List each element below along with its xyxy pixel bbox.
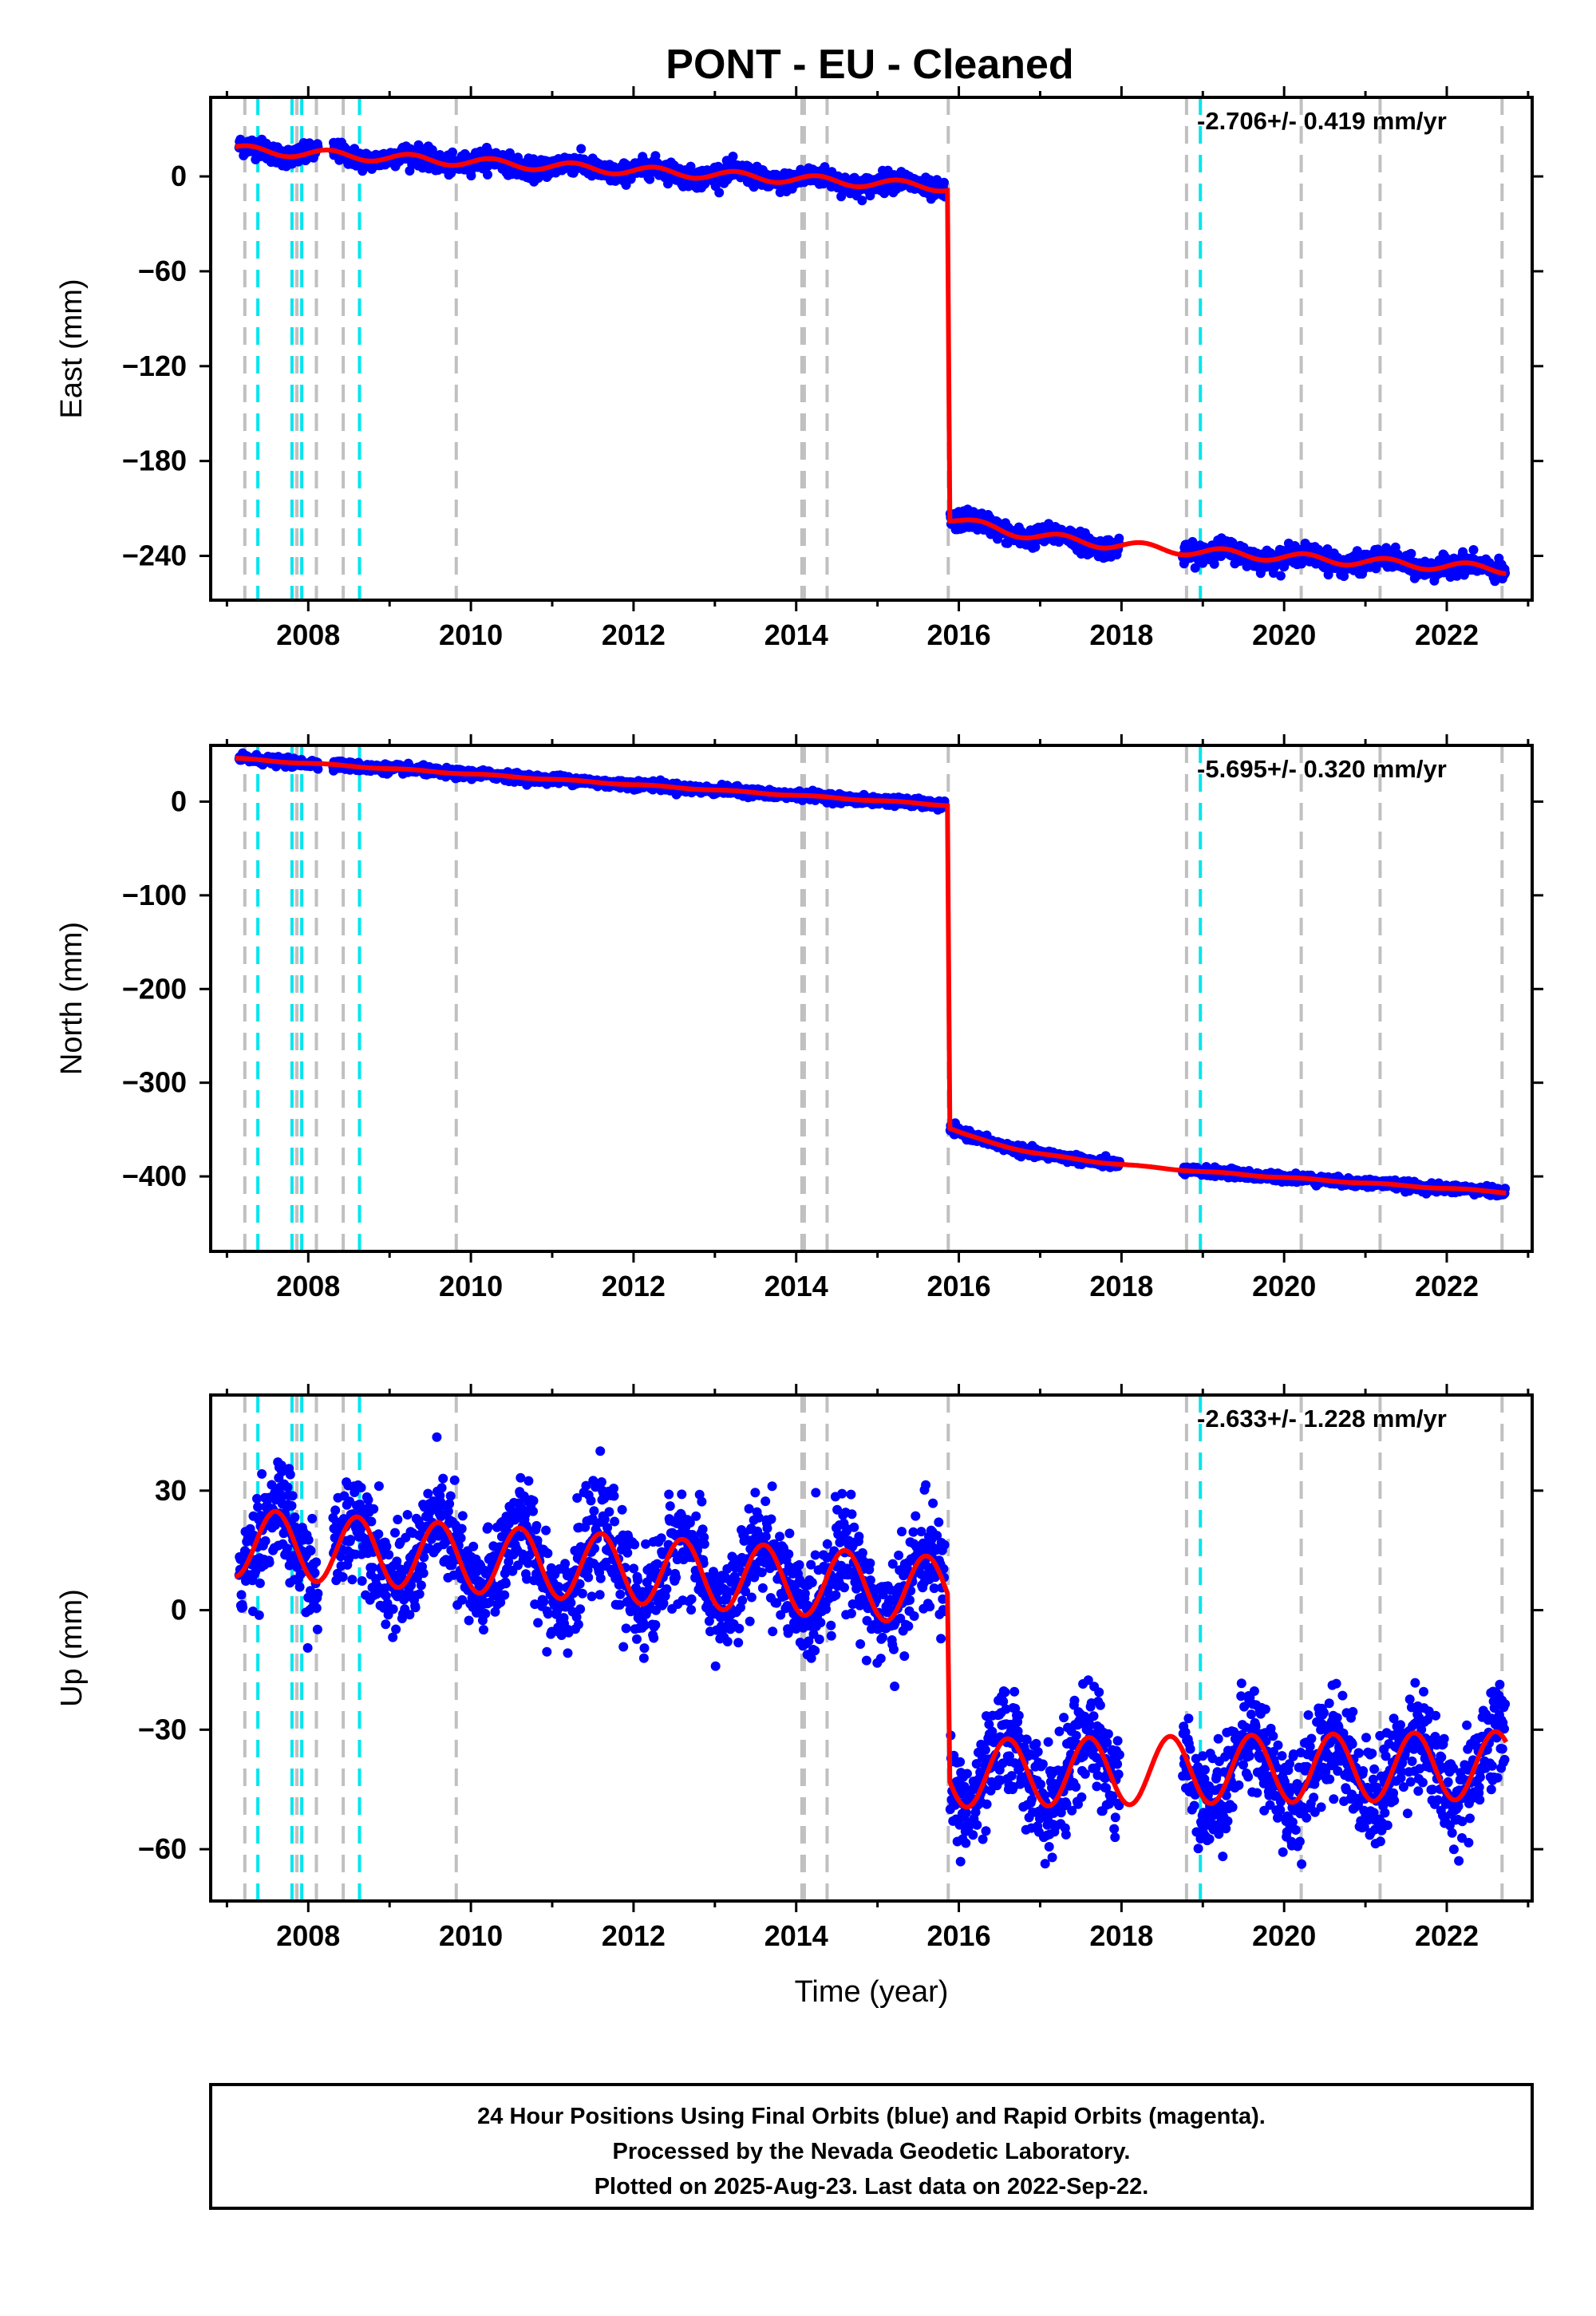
data-point [728, 152, 738, 161]
north-panel: 2008 2010 2012 2014 2016 2018 2020 20220−100−20… [55, 734, 1543, 1302]
data-point [836, 192, 847, 202]
data-point [939, 177, 949, 188]
data-point [483, 169, 492, 180]
data-point [857, 196, 867, 206]
data-point [1275, 571, 1286, 581]
data-point [1406, 548, 1416, 559]
x-tick-label: 2012 [602, 619, 666, 651]
y-axis-label: East (mm) [55, 279, 89, 418]
data-point [714, 188, 725, 198]
y-tick-label: 0 [171, 160, 187, 192]
figure-title: PONT - EU - Cleaned [666, 41, 1073, 88]
x-tick-label: 2018 [1089, 619, 1153, 651]
y-tick-label: −180 [122, 445, 187, 477]
y-tick-label: −60 [138, 255, 187, 287]
x-tick-label: 2014 [764, 619, 828, 651]
data-point [1468, 545, 1479, 555]
data-point [645, 174, 655, 184]
data-point [576, 144, 587, 154]
data-point [685, 161, 696, 172]
data-point [820, 162, 830, 172]
x-tick-label: 2008 [276, 619, 340, 651]
data-point [466, 171, 476, 181]
rate-label: -2.706+/- 0.419 mm/yr [1197, 107, 1447, 135]
y-tick-label: −120 [122, 350, 187, 382]
x-tick-label: 2016 [927, 619, 991, 651]
data-point [448, 147, 457, 157]
x-tick-label: 2010 [439, 619, 503, 651]
x-tick-label: 2020 [1252, 619, 1316, 651]
y-tick-label: −240 [122, 539, 187, 572]
x-tick-label: 2022 [1415, 619, 1479, 651]
east-panel: 2008 2010 2012 2014 2016 2018 2020 2022 0 −60 −120… [55, 86, 1543, 651]
